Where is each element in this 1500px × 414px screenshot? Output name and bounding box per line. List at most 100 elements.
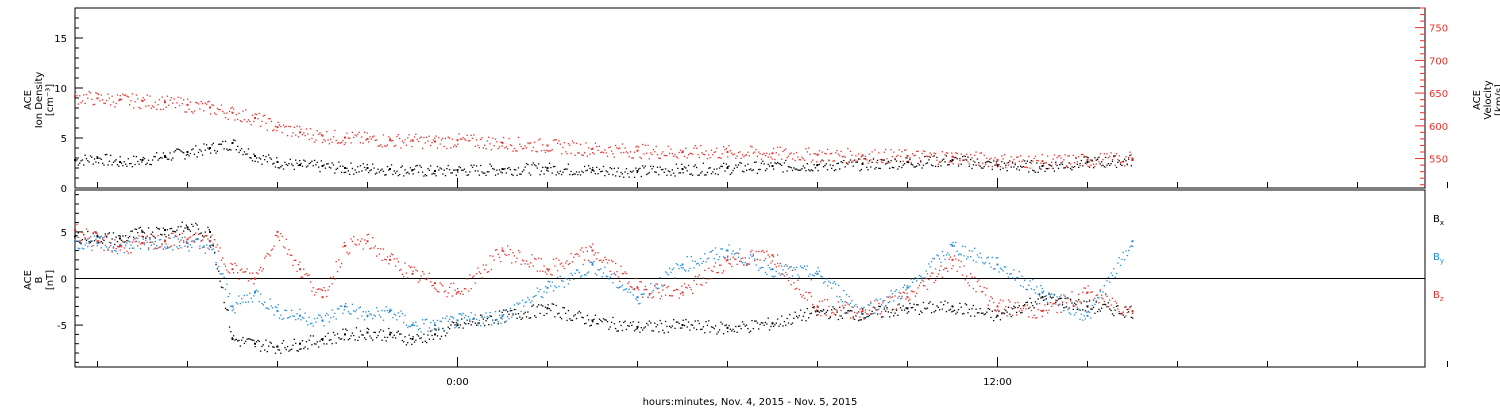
by-dot bbox=[606, 275, 609, 278]
bz-dot bbox=[862, 308, 864, 311]
by-dot bbox=[790, 266, 792, 268]
bx-dot bbox=[303, 347, 305, 350]
velocity-point bbox=[726, 151, 729, 153]
density-dot bbox=[872, 158, 875, 160]
bz-dot bbox=[697, 275, 699, 278]
by-dot bbox=[531, 300, 533, 302]
by-dot bbox=[228, 293, 231, 295]
velocity-dot bbox=[683, 155, 686, 157]
by-dot bbox=[639, 302, 641, 304]
density-dot bbox=[894, 158, 896, 161]
by-dot bbox=[1007, 276, 1010, 278]
bx-dot bbox=[131, 230, 133, 232]
density-dot bbox=[579, 174, 582, 176]
density-dot bbox=[247, 148, 250, 150]
density-dot bbox=[197, 151, 200, 154]
by-dot bbox=[628, 288, 630, 290]
velocity-dot bbox=[1106, 153, 1108, 155]
bx-dot bbox=[714, 325, 717, 327]
by-dot bbox=[536, 287, 538, 289]
velocity-dot bbox=[527, 142, 529, 144]
by-dot bbox=[420, 331, 422, 333]
bx-dot bbox=[367, 328, 370, 330]
density-dot bbox=[316, 161, 318, 164]
bx-dot bbox=[824, 312, 826, 315]
by-dot bbox=[859, 308, 861, 310]
density-dot bbox=[744, 165, 746, 167]
by-dot bbox=[226, 283, 228, 285]
bx-dot bbox=[586, 314, 588, 317]
by-dot bbox=[840, 299, 842, 301]
velocity-dot bbox=[339, 142, 341, 144]
by-dot bbox=[408, 325, 410, 327]
bz-dot bbox=[87, 238, 89, 240]
density-dot bbox=[95, 161, 97, 163]
bz-dot bbox=[473, 275, 475, 277]
by-dot bbox=[1044, 299, 1046, 301]
density-dot bbox=[741, 170, 744, 172]
velocity-dot bbox=[959, 159, 961, 162]
density-dot bbox=[829, 164, 831, 166]
by-dot bbox=[232, 308, 235, 310]
by-dot bbox=[1032, 278, 1034, 281]
by-dot bbox=[732, 250, 734, 252]
by-dot bbox=[940, 261, 942, 264]
bx-dot bbox=[1038, 293, 1041, 295]
velocity-dot bbox=[558, 140, 560, 142]
density-dot bbox=[916, 165, 918, 167]
bz-dot bbox=[108, 241, 111, 243]
bx-dot bbox=[841, 317, 844, 319]
velocity-dot bbox=[299, 125, 301, 128]
density-dot bbox=[1028, 171, 1030, 173]
velocity-dot bbox=[829, 153, 831, 155]
velocity-dot bbox=[89, 92, 92, 94]
bz-dot bbox=[633, 288, 636, 290]
bx-dot bbox=[635, 328, 637, 331]
bz-dot bbox=[1084, 287, 1087, 289]
bx-dot bbox=[149, 237, 151, 239]
density-dot bbox=[463, 168, 466, 170]
by-dot bbox=[454, 327, 456, 329]
velocity-point bbox=[501, 141, 504, 144]
bx-dot bbox=[354, 339, 356, 341]
velocity-dot bbox=[382, 134, 385, 136]
bx-dot bbox=[546, 312, 548, 315]
density-dot bbox=[1130, 165, 1132, 167]
bz-dot bbox=[635, 277, 637, 280]
bz-dot bbox=[515, 261, 517, 263]
bx-dot bbox=[201, 235, 204, 237]
density-dot bbox=[772, 168, 775, 170]
by-point bbox=[456, 319, 459, 322]
by-dot bbox=[879, 298, 881, 300]
by-point bbox=[96, 242, 99, 245]
bx-dot bbox=[539, 312, 541, 315]
by-dot bbox=[914, 277, 916, 279]
by-dot bbox=[292, 315, 294, 317]
bz-dot bbox=[1009, 301, 1011, 303]
bz-dot bbox=[990, 296, 992, 298]
bz-dot bbox=[100, 235, 102, 237]
bx-dot bbox=[646, 322, 648, 325]
by-dot bbox=[527, 296, 529, 299]
bx-dot bbox=[729, 328, 732, 330]
density-dot bbox=[640, 175, 642, 178]
bx-dot bbox=[739, 325, 741, 327]
density-dot bbox=[466, 174, 468, 177]
density-dot bbox=[156, 152, 158, 154]
bx-dot bbox=[255, 341, 258, 343]
velocity-dot bbox=[389, 137, 391, 140]
by-dot bbox=[1036, 286, 1038, 288]
bx-dot bbox=[720, 321, 722, 323]
bx-dot bbox=[1009, 313, 1011, 315]
density-dot bbox=[381, 168, 383, 170]
velocity-dot bbox=[1102, 158, 1104, 161]
by-dot bbox=[966, 258, 968, 260]
velocity-dot bbox=[1015, 156, 1018, 158]
density-dot bbox=[201, 154, 204, 156]
bx-dot bbox=[427, 334, 429, 336]
density-dot bbox=[1119, 163, 1122, 165]
bx-dot bbox=[925, 308, 927, 310]
by-dot bbox=[103, 236, 105, 239]
bz-dot bbox=[1067, 298, 1069, 300]
density-dot bbox=[588, 165, 590, 167]
